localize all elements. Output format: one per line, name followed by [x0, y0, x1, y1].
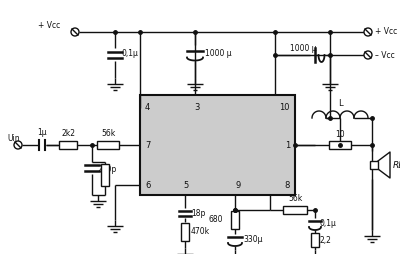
Text: – Vcc: – Vcc — [375, 51, 395, 59]
Text: 1000 µ: 1000 µ — [290, 44, 317, 53]
Circle shape — [14, 141, 22, 149]
Bar — [59, 141, 77, 149]
Text: 3: 3 — [195, 103, 200, 112]
Text: 220p: 220p — [98, 166, 117, 174]
Text: 10: 10 — [335, 130, 345, 139]
Text: 330µ: 330µ — [243, 235, 262, 245]
Text: 10: 10 — [280, 103, 290, 112]
Text: 56k: 56k — [288, 194, 302, 203]
Text: 6: 6 — [145, 181, 150, 190]
Text: 470k: 470k — [191, 228, 210, 236]
Text: 9: 9 — [235, 181, 240, 190]
Text: 1: 1 — [285, 140, 290, 150]
Text: 680: 680 — [208, 215, 223, 225]
Text: 5: 5 — [184, 181, 189, 190]
Text: L: L — [338, 99, 342, 108]
Text: 4: 4 — [145, 103, 150, 112]
Bar — [370, 161, 378, 169]
Text: RL: RL — [393, 161, 400, 169]
Text: 2,2: 2,2 — [320, 235, 332, 245]
Text: Uin: Uin — [8, 134, 20, 143]
Text: + Vcc: + Vcc — [375, 27, 397, 37]
Text: 1000 µ: 1000 µ — [205, 50, 232, 58]
Bar — [97, 141, 119, 149]
Text: 56k: 56k — [101, 129, 115, 138]
Bar — [101, 164, 109, 186]
Bar — [283, 206, 307, 214]
Text: 18p: 18p — [191, 209, 205, 217]
Text: 2k2: 2k2 — [61, 129, 75, 138]
Circle shape — [364, 51, 372, 59]
Text: + Vcc: + Vcc — [38, 21, 60, 30]
Text: 7: 7 — [145, 140, 150, 150]
Bar — [181, 223, 189, 241]
Circle shape — [364, 28, 372, 36]
Bar — [311, 233, 319, 247]
Bar — [231, 211, 239, 229]
Text: 0,1µ: 0,1µ — [320, 219, 337, 229]
Text: 1µ: 1µ — [37, 128, 47, 137]
Text: 0,1µ: 0,1µ — [121, 49, 138, 57]
Bar — [140, 95, 295, 195]
Bar — [329, 141, 351, 149]
Circle shape — [71, 28, 79, 36]
Text: 8: 8 — [285, 181, 290, 190]
